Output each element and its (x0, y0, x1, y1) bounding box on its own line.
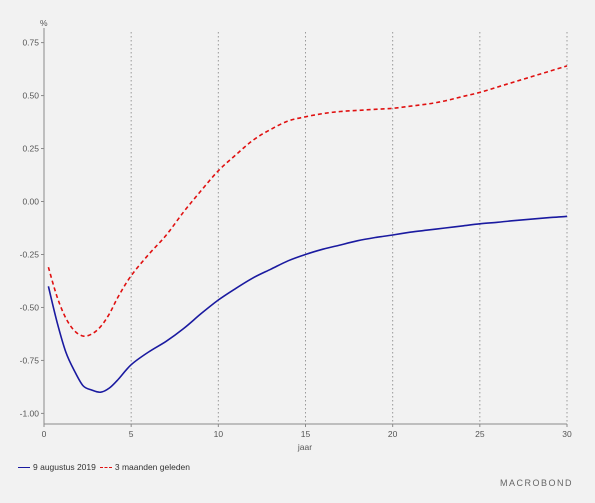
y-tick-label: -0.75 (20, 355, 40, 365)
series (47, 65, 568, 394)
x-tick-label: 0 (42, 429, 47, 439)
grid (130, 32, 568, 424)
x-tick-label: 20 (388, 429, 398, 439)
y-tick-label: -0.50 (20, 302, 40, 312)
series-line-1 (47, 215, 568, 394)
y-tick-label: 0.50 (22, 91, 39, 101)
legend: 9 augustus 2019 3 maanden geleden (18, 462, 190, 472)
x-tick-label: 30 (562, 429, 572, 439)
x-axis-label: jaar (297, 442, 312, 452)
x-tick-label: 10 (214, 429, 224, 439)
series-line-2 (47, 65, 568, 338)
y-tick-label: 0.00 (22, 197, 39, 207)
y-tick-label: -1.00 (20, 408, 40, 418)
legend-label-series1: 9 augustus 2019 (33, 462, 96, 472)
dashed-line-icon (99, 466, 112, 468)
y-tick-label: 0.25 (22, 144, 39, 154)
y-tick-label: 0.75 (22, 38, 39, 48)
legend-item-series1: 9 augustus 2019 (18, 462, 96, 472)
solid-line-icon (18, 466, 30, 468)
y-tick-label: -0.25 (20, 249, 40, 259)
legend-item-series2: 3 maanden geleden (99, 462, 191, 472)
x-tick-label: 15 (301, 429, 311, 439)
brand-logo: MACROBOND (499, 478, 573, 488)
legend-label-series2: 3 maanden geleden (114, 462, 191, 472)
axes: 0.75 0.50 0.25 0.00 -0.25 -0.50 -0.75 -1.00 0 5 10… (20, 28, 572, 439)
x-tick-label: 25 (475, 429, 485, 439)
x-tick-label: 5 (129, 429, 134, 439)
y-axis-label: % (40, 18, 48, 28)
